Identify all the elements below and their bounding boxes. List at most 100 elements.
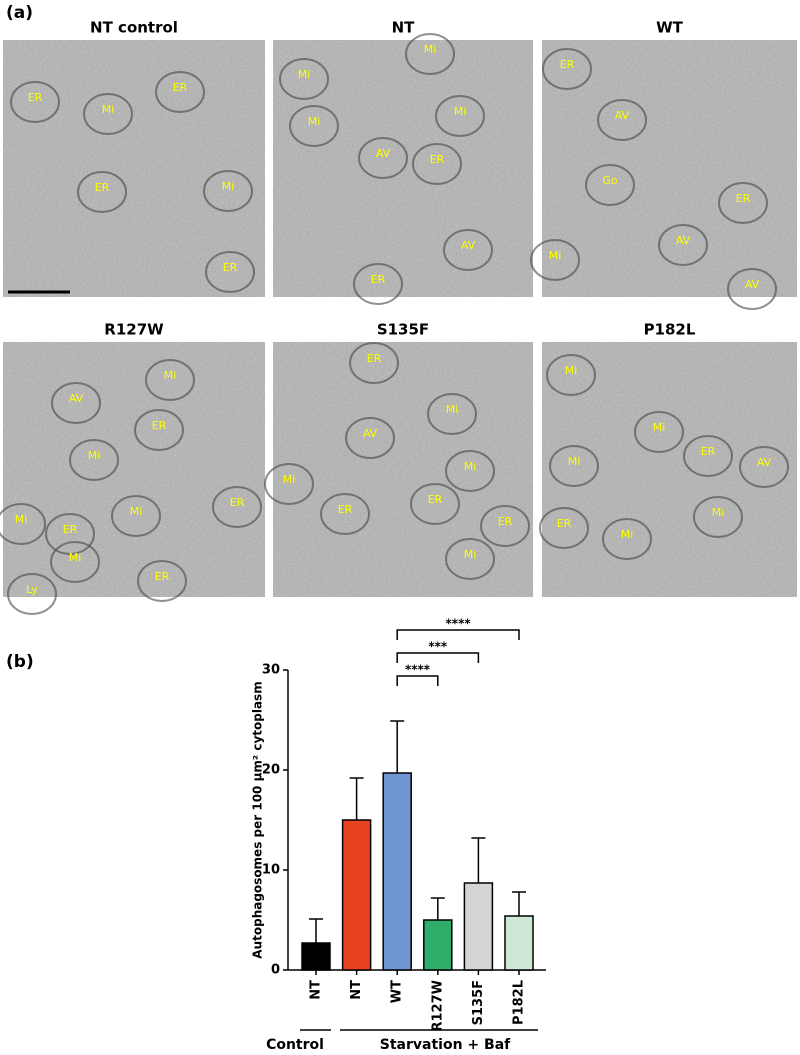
em-label: ER xyxy=(173,81,188,94)
em-label: Mi xyxy=(298,68,311,81)
em-texture xyxy=(542,342,797,597)
organelle xyxy=(51,382,101,424)
x-tick-label: NT xyxy=(309,980,324,1000)
significance-label: **** xyxy=(405,663,431,677)
em-label: Mi xyxy=(164,369,177,382)
em-label: AV xyxy=(363,427,378,440)
em-label: Mi xyxy=(283,473,296,486)
em-label: ER xyxy=(223,261,238,274)
bar xyxy=(341,819,372,971)
image-title: R127W xyxy=(104,321,164,339)
x-tick-label: NT xyxy=(349,980,364,1000)
em-label: ER xyxy=(95,181,110,194)
em-label: Mi xyxy=(130,505,143,518)
organelle xyxy=(83,93,133,135)
em-label: ER xyxy=(736,192,751,205)
organelle xyxy=(597,99,647,141)
organelle xyxy=(739,446,789,488)
em-label: ER xyxy=(28,91,43,104)
organelle xyxy=(718,182,768,224)
em-label: Mi xyxy=(549,249,562,262)
organelle xyxy=(480,505,530,547)
em-texture xyxy=(3,40,265,297)
organelle xyxy=(0,503,46,545)
bar xyxy=(301,942,331,971)
organelle xyxy=(445,538,495,580)
significance-label: *** xyxy=(428,640,448,654)
organelle xyxy=(45,513,95,555)
organelle xyxy=(111,495,161,537)
em-label: Mi xyxy=(102,103,115,116)
y-tick-label: 20 xyxy=(262,763,280,778)
organelle xyxy=(727,268,777,310)
panel-label: (a) xyxy=(6,3,33,23)
group-label: Control xyxy=(266,1037,324,1053)
em-texture xyxy=(273,342,533,597)
organelle xyxy=(212,486,262,528)
image-title: S135F xyxy=(377,321,429,339)
organelle xyxy=(345,417,395,459)
organelle xyxy=(7,573,57,615)
em-label: ER xyxy=(560,58,575,71)
organelle xyxy=(539,507,589,549)
x-tick-label: WT xyxy=(390,980,405,1003)
organelle xyxy=(205,251,255,293)
bar xyxy=(382,772,412,971)
organelle xyxy=(410,483,460,525)
organelle xyxy=(549,445,599,487)
em-label: ER xyxy=(430,153,445,166)
em-label: AV xyxy=(615,109,630,122)
bar xyxy=(463,882,494,971)
organelle xyxy=(349,342,399,384)
organelle xyxy=(264,463,314,505)
x-tick-label: R127W xyxy=(430,980,445,1032)
em-label: Mi xyxy=(454,105,467,118)
organelle xyxy=(50,541,100,583)
organelle xyxy=(10,81,60,123)
em-label: Mi xyxy=(88,449,101,462)
em-label: Mi xyxy=(621,528,634,541)
organelle xyxy=(658,224,708,266)
image-title: WT xyxy=(656,19,684,37)
em-label: ER xyxy=(338,503,353,516)
em-label: ER xyxy=(498,515,513,528)
organelle xyxy=(405,33,455,75)
organelle xyxy=(155,71,205,113)
panel-label: (b) xyxy=(6,652,34,672)
organelle xyxy=(358,137,408,179)
organelle xyxy=(693,496,743,538)
group-label: Starvation + Baf xyxy=(380,1037,511,1053)
em-label: AV xyxy=(461,239,476,252)
em-label: Mi xyxy=(464,548,477,561)
x-tick-label: S135F xyxy=(471,980,486,1025)
organelle xyxy=(134,409,184,451)
em-label: ER xyxy=(557,517,572,530)
organelle xyxy=(69,439,119,481)
organelle xyxy=(137,560,187,602)
em-label: AV xyxy=(69,392,84,405)
em-label: Mi xyxy=(568,455,581,468)
organelle xyxy=(585,164,635,206)
significance-bracket xyxy=(396,675,439,686)
em-label: ER xyxy=(152,419,167,432)
em-label: AV xyxy=(676,234,691,247)
organelle xyxy=(445,450,495,492)
em-label: AV xyxy=(757,456,772,469)
em-label: Ly xyxy=(26,583,38,596)
y-tick-label: 30 xyxy=(262,663,280,678)
em-label: ER xyxy=(371,273,386,286)
em-label: Mi xyxy=(565,364,578,377)
organelle xyxy=(602,518,652,560)
image-title: P182L xyxy=(644,321,696,339)
organelle xyxy=(427,393,477,435)
organelle xyxy=(353,263,403,305)
organelle xyxy=(289,105,339,147)
bar xyxy=(504,915,534,971)
organelle xyxy=(634,411,684,453)
em-label: ER xyxy=(428,493,443,506)
organelle xyxy=(412,143,462,185)
organelle xyxy=(530,239,580,281)
significance-label: **** xyxy=(446,617,472,631)
em-label: Mi xyxy=(464,460,477,473)
